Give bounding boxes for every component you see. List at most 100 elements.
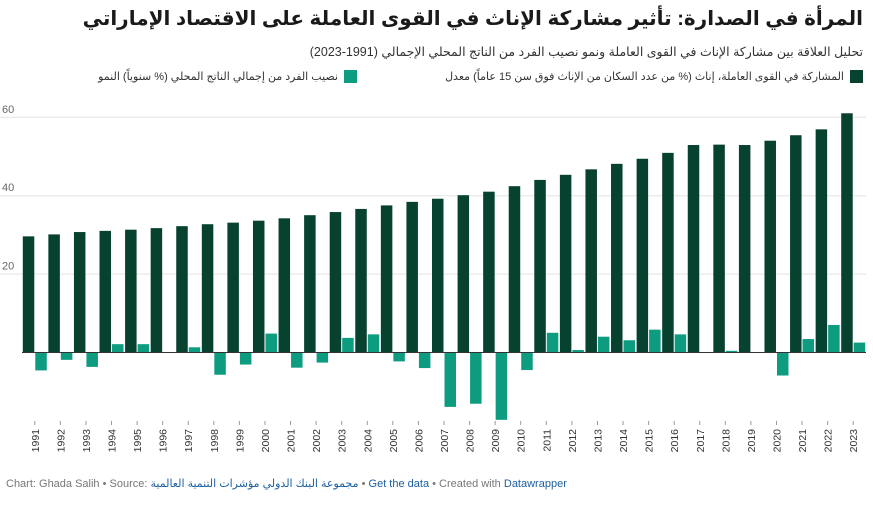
bar-participation-2019 — [738, 145, 751, 352]
bar-participation-2015 — [636, 158, 649, 352]
bar-participation-2017 — [687, 145, 700, 352]
bar-participation-2014 — [611, 163, 623, 352]
x-tick-label-2003: 2003 — [337, 429, 349, 453]
x-tick-label-2009: 2009 — [490, 429, 502, 453]
bar-growth-2022 — [828, 324, 840, 352]
bar-participation-2003 — [329, 212, 342, 352]
bar-growth-2003 — [342, 337, 354, 352]
x-tick-label-2015: 2015 — [644, 429, 656, 453]
bar-growth-2014 — [623, 340, 636, 352]
bar-growth-1991 — [35, 352, 47, 371]
x-tick-label-1998: 1998 — [209, 429, 221, 453]
x-tick-label-2022: 2022 — [823, 429, 835, 453]
bar-participation-1994 — [99, 230, 112, 352]
chart-footer: Chart: Ghada Salih • Source: مجموعة البن… — [6, 477, 567, 490]
bar-growth-2012 — [572, 350, 584, 352]
footer-source-link[interactable]: مجموعة البنك الدولي مؤشرات التنمية العال… — [150, 478, 359, 490]
bar-growth-2001 — [291, 352, 303, 368]
bar-participation-2022 — [815, 129, 828, 352]
bar-participation-1998 — [201, 224, 214, 352]
bar-growth-2009 — [495, 352, 508, 420]
bar-growth-1994 — [112, 344, 124, 352]
bar-growth-1999 — [239, 352, 252, 365]
legend-item-participation: المشاركة في القوى العاملة، إناث (% من عد… — [445, 70, 863, 83]
bar-growth-2020 — [776, 352, 789, 376]
bar-participation-2013 — [585, 169, 597, 352]
bar-growth-2007 — [444, 352, 456, 407]
x-tick-label-2000: 2000 — [260, 429, 272, 453]
chart-legend: المشاركة في القوى العاملة، إناث (% من عد… — [6, 70, 863, 92]
bar-chart: 20 40 60 1991 1992 1993 1994 1995 1996 1997 1998 19… — [0, 104, 866, 453]
y-tick-label: 20 — [2, 261, 14, 273]
bar-participation-2010 — [508, 186, 521, 352]
legend-label-growth: نصيب الفرد من إجمالي الناتج المحلي (% سن… — [98, 71, 338, 83]
bar-participation-2018 — [713, 144, 725, 352]
x-tick-label-2021: 2021 — [797, 429, 809, 453]
x-tick-label-2016: 2016 — [669, 429, 681, 453]
bar-participation-2021 — [790, 135, 802, 352]
bar-growth-1998 — [214, 352, 226, 375]
bar-participation-1997 — [176, 226, 188, 352]
bar-growth-2018 — [725, 350, 738, 352]
footer-created-with: Created with — [439, 478, 501, 490]
bar-growth-2002 — [316, 352, 329, 363]
bar-participation-2006 — [406, 201, 418, 352]
footer-author: Chart: Ghada Salih — [6, 478, 100, 490]
x-tick-label-2023: 2023 — [848, 429, 860, 453]
bar-participation-1993 — [73, 232, 86, 352]
y-tick-label: 60 — [2, 104, 14, 116]
bar-growth-2000 — [265, 333, 277, 352]
footer-separator: • — [361, 478, 366, 490]
legend-item-growth: نصيب الفرد من إجمالي الناتج المحلي (% سن… — [98, 70, 357, 83]
get-the-data-link[interactable]: Get the data — [368, 478, 430, 490]
chart-title: المرأة في الصدارة: تأثير مشاركة الإناث ف… — [82, 8, 863, 30]
x-tick-label-2011: 2011 — [541, 429, 553, 452]
legend-swatch-participation — [850, 70, 863, 83]
bar-participation-2002 — [304, 215, 316, 352]
bar-growth-1993 — [86, 352, 98, 367]
x-tick-label-2008: 2008 — [465, 429, 477, 453]
x-tick-label-2005: 2005 — [388, 429, 400, 453]
x-tick-label-2020: 2020 — [771, 429, 783, 453]
x-tick-label-2017: 2017 — [695, 429, 707, 453]
x-tick-label-1992: 1992 — [55, 429, 67, 453]
bar-growth-1997 — [188, 347, 201, 352]
x-tick-label-2006: 2006 — [413, 429, 425, 453]
x-tick-label-2013: 2013 — [592, 429, 604, 453]
x-tick-label-2004: 2004 — [362, 429, 374, 453]
bar-participation-2005 — [380, 205, 393, 352]
x-tick-label-2010: 2010 — [516, 429, 528, 453]
bar-participation-2011 — [534, 179, 546, 352]
bar-growth-2023 — [853, 342, 866, 352]
x-tick-label-2018: 2018 — [720, 429, 732, 453]
x-tick-label-1993: 1993 — [81, 429, 93, 453]
bar-participation-2009 — [483, 191, 495, 352]
bar-growth-2006 — [418, 352, 431, 369]
bar-participation-2012 — [559, 174, 572, 352]
datawrapper-link[interactable]: Datawrapper — [503, 478, 567, 490]
bar-participation-2004 — [355, 208, 367, 352]
bar-participation-1995 — [125, 229, 137, 352]
footer-separator: • — [432, 478, 436, 490]
bar-participation-1996 — [150, 228, 163, 352]
bar-growth-1992 — [60, 352, 73, 360]
x-tick-label-1996: 1996 — [158, 429, 170, 453]
bar-growth-2004 — [367, 334, 380, 352]
bar-growth-2010 — [521, 352, 533, 371]
bar-growth-2005 — [393, 352, 405, 362]
bar-participation-1992 — [48, 234, 60, 352]
x-tick-label-2019: 2019 — [746, 429, 758, 453]
y-tick-label: 40 — [2, 182, 14, 194]
x-tick-label-2007: 2007 — [439, 429, 451, 453]
bar-growth-2015 — [649, 329, 661, 352]
bar-participation-2016 — [662, 152, 674, 352]
x-tick-label-1997: 1997 — [183, 429, 195, 453]
bar-participation-2023 — [841, 113, 853, 352]
footer-separator: • — [102, 478, 107, 490]
bar-growth-2013 — [597, 336, 610, 352]
legend-label-participation: المشاركة في القوى العاملة، إناث (% من عد… — [445, 71, 844, 83]
x-tick-label-2001: 2001 — [286, 429, 298, 453]
x-tick-label-2012: 2012 — [567, 429, 579, 453]
chart-subtitle: تحليل العلاقة بين مشاركة الإناث في القوى… — [309, 45, 863, 59]
bar-participation-2000 — [252, 220, 265, 352]
